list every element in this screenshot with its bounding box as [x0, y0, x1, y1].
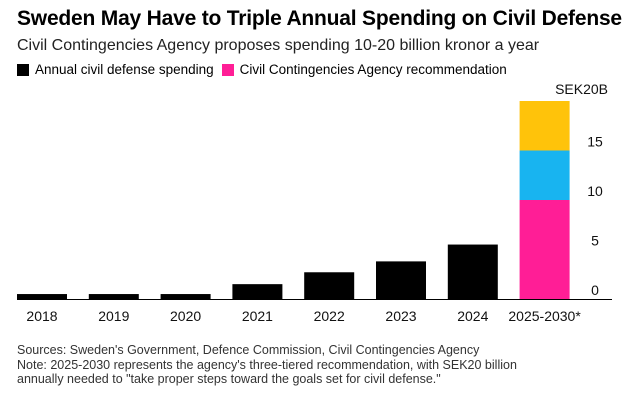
sources-text: Sources: Sweden's Government, Defence Co… [17, 343, 480, 357]
legend: Annual civil defense spending Civil Cont… [17, 62, 515, 77]
bar-segment-2025-2030-1 [519, 200, 570, 299]
y-tick-label-10: 10 [587, 183, 603, 199]
bar-2019 [88, 294, 139, 299]
x-tick-label-2021: 2021 [242, 308, 273, 324]
legend-swatch-spending [17, 63, 29, 76]
x-tick-label-2022: 2022 [314, 308, 345, 324]
legend-item-spending: Annual civil defense spending [17, 62, 214, 77]
legend-swatch-recommendation [221, 63, 234, 76]
bar-2023 [376, 261, 426, 299]
x-tick-label-2023: 2023 [385, 308, 416, 324]
y-tick-label-top: SEK20B [555, 81, 608, 97]
legend-label-spending: Annual civil defense spending [35, 62, 214, 77]
note-line-1: Note: 2025-2030 represents the agency's … [17, 357, 517, 372]
x-tick-label-2020: 2020 [170, 308, 201, 324]
bar-segment-2025-2030-3 [519, 101, 570, 151]
legend-item-recommendation: Civil Contingencies Agency recommendatio… [221, 62, 507, 77]
y-tick-label-0: 0 [591, 282, 599, 298]
chart-subtitle: Civil Contingencies Agency proposes spen… [17, 37, 540, 54]
bar-chart: 2018 2019 2020 2021 2022 2023 2024 2025-2030* 0 5… [17, 81, 612, 324]
bar-2022 [304, 272, 355, 299]
bar-segment-2025-2030-2 [519, 150, 570, 200]
y-tick-label-15: 15 [587, 134, 603, 150]
y-tick-label-5: 5 [591, 233, 599, 249]
x-tick-label-2018: 2018 [26, 308, 57, 324]
bar-2018 [17, 294, 67, 299]
footer: Sources: Sweden's Government, Defence Co… [17, 343, 617, 387]
bar-2024 [447, 244, 498, 299]
bar-2021 [232, 284, 283, 299]
x-tick-label-2025-2030: 2025-2030* [508, 308, 581, 324]
chart-title: Sweden May Have to Triple Annual Spendin… [17, 7, 622, 30]
legend-label-recommendation: Civil Contingencies Agency recommendatio… [239, 62, 507, 77]
x-tick-label-2019: 2019 [98, 308, 129, 324]
bar-2020 [160, 294, 211, 299]
x-tick-label-2024: 2024 [457, 308, 488, 324]
note-line-2: annually needed to "take proper steps to… [17, 372, 441, 386]
